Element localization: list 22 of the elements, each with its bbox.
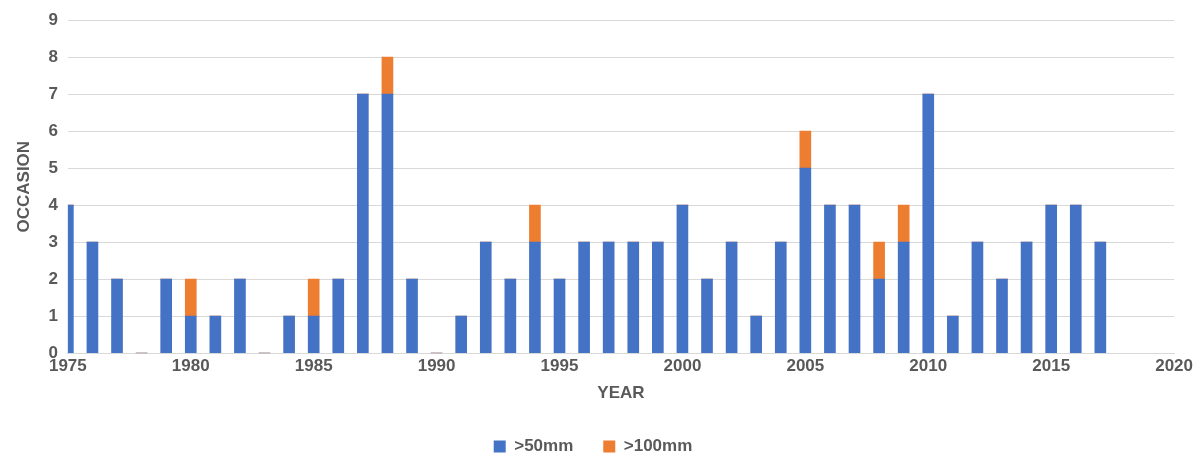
x-tick-label: 1995 — [540, 356, 579, 376]
y-tick-label: 8 — [48, 46, 58, 66]
y-tick-label: 3 — [48, 231, 58, 251]
y-tick-label: 9 — [48, 9, 58, 29]
y-tick-label: 5 — [48, 157, 58, 177]
x-tick-label: 2005 — [786, 356, 825, 376]
legend-label: >50mm — [514, 436, 574, 456]
x-tick-label: 2015 — [1032, 356, 1071, 376]
y-tick-label: 7 — [48, 83, 58, 103]
y-axis-title: OCCASION — [13, 140, 33, 233]
y-tick-label: 1 — [48, 305, 58, 325]
y-tick-label: 6 — [48, 120, 58, 140]
x-tick-label: 1980 — [171, 356, 210, 376]
x-tick-label: 2010 — [909, 356, 948, 376]
x-tick-label: 2020 — [1155, 356, 1193, 376]
x-tick-label: 2000 — [663, 356, 702, 376]
legend-label: >100mm — [623, 436, 693, 456]
y-tick-label: 4 — [48, 194, 59, 214]
x-tick-label: 1985 — [294, 356, 333, 376]
y-tick-label: 2 — [48, 268, 58, 288]
x-axis-title: YEAR — [597, 383, 645, 403]
x-tick-label: 1990 — [417, 356, 456, 376]
